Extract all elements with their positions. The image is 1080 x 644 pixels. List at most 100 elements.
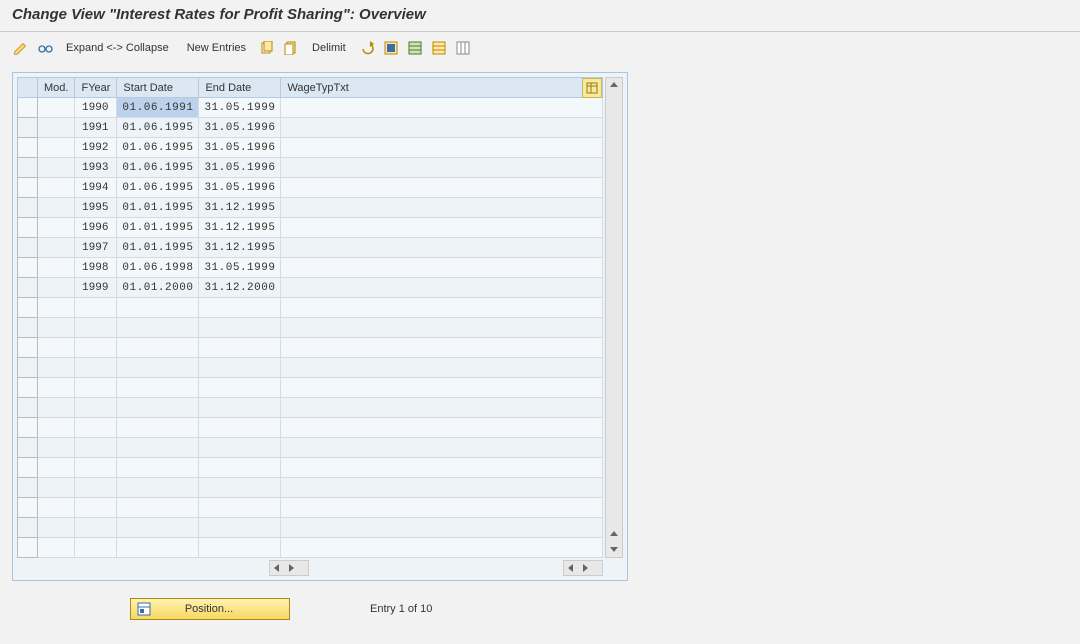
cell-empty[interactable] bbox=[75, 398, 117, 418]
cell-end[interactable]: 31.12.1995 bbox=[199, 238, 281, 258]
vertical-scrollbar[interactable] bbox=[605, 77, 623, 558]
table-row[interactable]: 199301.06.199531.05.1996 bbox=[18, 158, 603, 178]
cell-empty[interactable] bbox=[75, 358, 117, 378]
cell-empty[interactable] bbox=[199, 398, 281, 418]
cell-end[interactable]: 31.12.1995 bbox=[199, 218, 281, 238]
cell-mod[interactable] bbox=[38, 278, 75, 298]
cell-end[interactable]: 31.05.1996 bbox=[199, 158, 281, 178]
table-row-empty[interactable] bbox=[18, 298, 603, 318]
row-selector[interactable] bbox=[18, 158, 38, 178]
cell-mod[interactable] bbox=[38, 258, 75, 278]
cell-empty[interactable] bbox=[75, 378, 117, 398]
cell-empty[interactable] bbox=[38, 518, 75, 538]
cell-end[interactable]: 31.05.1999 bbox=[199, 258, 281, 278]
cell-wtt[interactable] bbox=[281, 178, 603, 198]
expand-collapse-button[interactable]: Expand <-> Collapse bbox=[60, 42, 175, 54]
row-selector[interactable] bbox=[18, 98, 38, 118]
cell-empty[interactable] bbox=[281, 438, 603, 458]
scroll-left2-icon[interactable] bbox=[564, 561, 578, 575]
cell-empty[interactable] bbox=[199, 438, 281, 458]
cell-wtt[interactable] bbox=[281, 258, 603, 278]
select-block-icon[interactable] bbox=[406, 39, 424, 57]
table-row-empty[interactable] bbox=[18, 438, 603, 458]
table-row[interactable]: 199201.06.199531.05.1996 bbox=[18, 138, 603, 158]
table-row-empty[interactable] bbox=[18, 398, 603, 418]
cell-mod[interactable] bbox=[38, 98, 75, 118]
cell-empty[interactable] bbox=[281, 318, 603, 338]
cell-wtt[interactable] bbox=[281, 238, 603, 258]
cell-wtt[interactable] bbox=[281, 278, 603, 298]
cell-fyear[interactable]: 1990 bbox=[75, 98, 117, 118]
row-selector[interactable] bbox=[18, 198, 38, 218]
cell-empty[interactable] bbox=[117, 478, 199, 498]
table-row-empty[interactable] bbox=[18, 518, 603, 538]
row-selector[interactable] bbox=[18, 258, 38, 278]
scroll-up2-icon[interactable] bbox=[607, 527, 621, 541]
cell-empty[interactable] bbox=[281, 378, 603, 398]
cell-empty[interactable] bbox=[281, 418, 603, 438]
cell-empty[interactable] bbox=[75, 418, 117, 438]
table-row[interactable]: 199101.06.199531.05.1996 bbox=[18, 118, 603, 138]
cell-empty[interactable] bbox=[281, 538, 603, 558]
col-header-start[interactable]: Start Date bbox=[117, 78, 199, 98]
row-selector[interactable] bbox=[18, 378, 38, 398]
cell-empty[interactable] bbox=[117, 378, 199, 398]
cell-empty[interactable] bbox=[75, 298, 117, 318]
cell-empty[interactable] bbox=[281, 478, 603, 498]
scroll-left-icon[interactable] bbox=[270, 561, 284, 575]
table-row-empty[interactable] bbox=[18, 338, 603, 358]
cell-fyear[interactable]: 1999 bbox=[75, 278, 117, 298]
cell-start[interactable]: 01.06.1998 bbox=[117, 258, 199, 278]
cell-empty[interactable] bbox=[38, 338, 75, 358]
col-header-wtt[interactable]: WageTypTxt bbox=[281, 78, 603, 98]
cell-mod[interactable] bbox=[38, 198, 75, 218]
cell-empty[interactable] bbox=[38, 378, 75, 398]
cell-wtt[interactable] bbox=[281, 158, 603, 178]
cell-empty[interactable] bbox=[117, 498, 199, 518]
cell-empty[interactable] bbox=[199, 318, 281, 338]
pencil-toggle-icon[interactable] bbox=[12, 39, 30, 57]
cell-mod[interactable] bbox=[38, 118, 75, 138]
cell-end[interactable]: 31.05.1996 bbox=[199, 118, 281, 138]
cell-empty[interactable] bbox=[75, 458, 117, 478]
cell-empty[interactable] bbox=[38, 418, 75, 438]
cell-empty[interactable] bbox=[199, 358, 281, 378]
cell-wtt[interactable] bbox=[281, 138, 603, 158]
cell-empty[interactable] bbox=[117, 458, 199, 478]
hscroll-right-group[interactable] bbox=[563, 560, 603, 576]
table-row[interactable]: 199001.06.199131.05.1999 bbox=[18, 98, 603, 118]
cell-fyear[interactable]: 1998 bbox=[75, 258, 117, 278]
hscroll-left-group[interactable] bbox=[269, 560, 309, 576]
row-selector[interactable] bbox=[18, 278, 38, 298]
position-button[interactable]: Position... bbox=[130, 598, 290, 620]
cell-end[interactable]: 31.05.1996 bbox=[199, 138, 281, 158]
cell-empty[interactable] bbox=[75, 518, 117, 538]
cell-empty[interactable] bbox=[117, 358, 199, 378]
col-header-mod[interactable]: Mod. bbox=[38, 78, 75, 98]
row-selector[interactable] bbox=[18, 338, 38, 358]
cell-empty[interactable] bbox=[75, 318, 117, 338]
cell-empty[interactable] bbox=[38, 318, 75, 338]
cell-empty[interactable] bbox=[199, 458, 281, 478]
cell-fyear[interactable]: 1992 bbox=[75, 138, 117, 158]
cell-empty[interactable] bbox=[38, 478, 75, 498]
cell-empty[interactable] bbox=[117, 538, 199, 558]
cell-start[interactable]: 01.06.1995 bbox=[117, 138, 199, 158]
cell-empty[interactable] bbox=[281, 518, 603, 538]
cell-empty[interactable] bbox=[75, 478, 117, 498]
cell-empty[interactable] bbox=[38, 358, 75, 378]
cell-empty[interactable] bbox=[38, 538, 75, 558]
cell-empty[interactable] bbox=[75, 338, 117, 358]
cell-mod[interactable] bbox=[38, 158, 75, 178]
table-row[interactable]: 199701.01.199531.12.1995 bbox=[18, 238, 603, 258]
cell-fyear[interactable]: 1994 bbox=[75, 178, 117, 198]
row-selector[interactable] bbox=[18, 178, 38, 198]
cell-empty[interactable] bbox=[281, 358, 603, 378]
cell-wtt[interactable] bbox=[281, 118, 603, 138]
col-header-fyear[interactable]: FYear bbox=[75, 78, 117, 98]
row-selector[interactable] bbox=[18, 498, 38, 518]
select-all-icon[interactable] bbox=[382, 39, 400, 57]
cell-fyear[interactable]: 1991 bbox=[75, 118, 117, 138]
cell-empty[interactable] bbox=[199, 378, 281, 398]
new-entries-button[interactable]: New Entries bbox=[181, 42, 252, 54]
